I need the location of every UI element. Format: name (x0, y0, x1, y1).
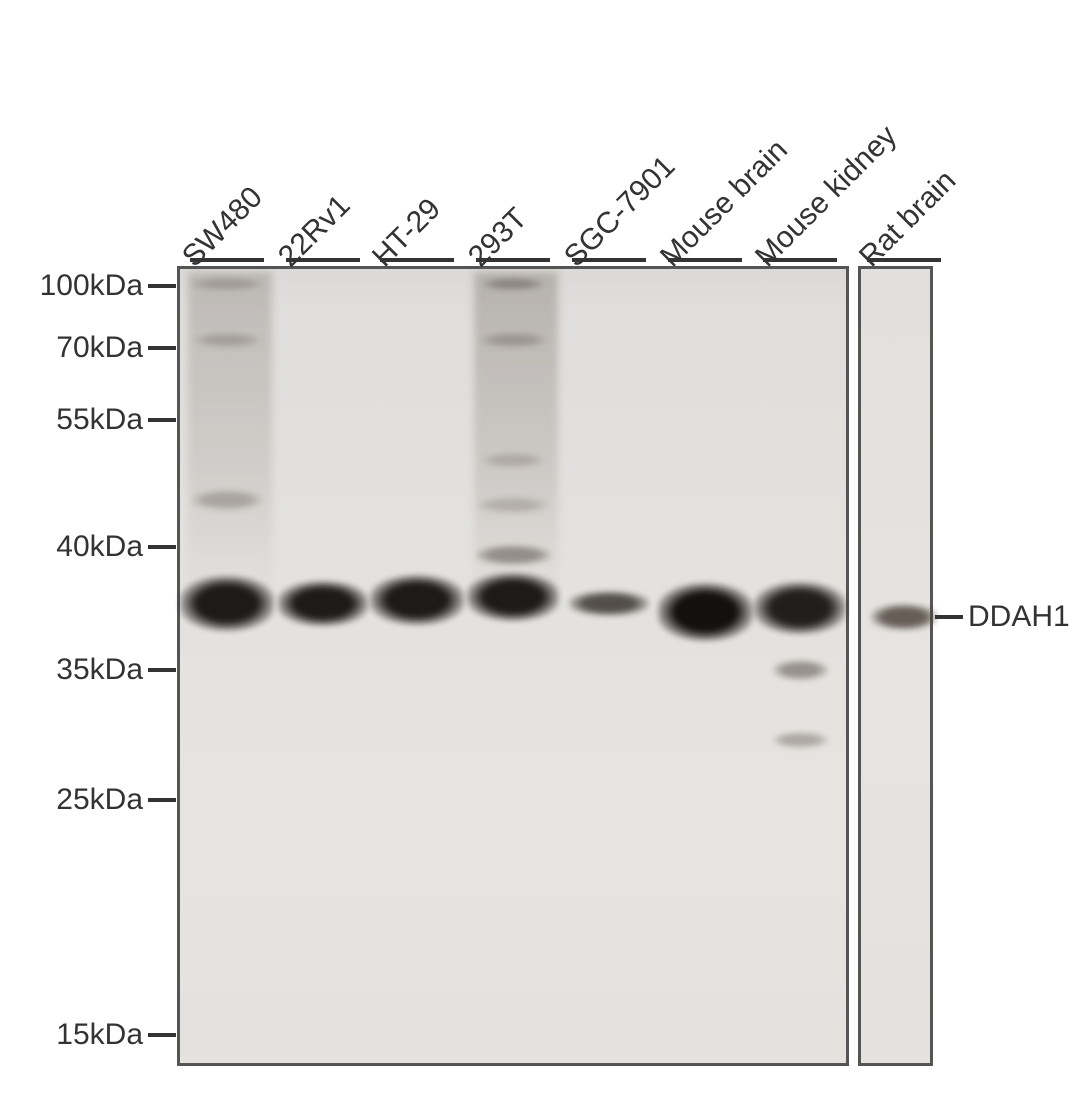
band (754, 582, 846, 634)
mw-tick (148, 668, 176, 672)
band (773, 660, 828, 680)
mw-tick (148, 418, 176, 422)
mw-label: 35kDa (56, 653, 143, 687)
band (483, 278, 543, 290)
target-label: DDAH1 (968, 600, 1070, 634)
band (871, 604, 937, 630)
band (478, 497, 548, 513)
target-tick (935, 615, 963, 619)
mw-label: 15kDa (56, 1018, 143, 1052)
band (658, 583, 753, 641)
mw-tick (148, 284, 176, 288)
band (195, 333, 260, 347)
band (476, 545, 551, 565)
band (481, 333, 546, 347)
lane-label: 293T (462, 202, 534, 274)
band (467, 573, 559, 621)
mw-label: 100kDa (40, 269, 143, 303)
mw-label: 70kDa (56, 331, 143, 365)
band (278, 581, 368, 626)
band (483, 453, 543, 467)
band (773, 732, 828, 748)
mw-label: 55kDa (56, 403, 143, 437)
mw-tick (148, 545, 176, 549)
mw-label: 25kDa (56, 783, 143, 817)
mw-tick (148, 798, 176, 802)
mw-tick (148, 1033, 176, 1037)
lane-smear (188, 272, 272, 602)
mw-label: 40kDa (56, 530, 143, 564)
band (192, 278, 262, 290)
mw-tick (148, 346, 176, 350)
band (180, 576, 274, 631)
band (569, 591, 649, 616)
band (370, 575, 464, 625)
band (192, 490, 262, 510)
blot-membrane-side (858, 266, 933, 1066)
